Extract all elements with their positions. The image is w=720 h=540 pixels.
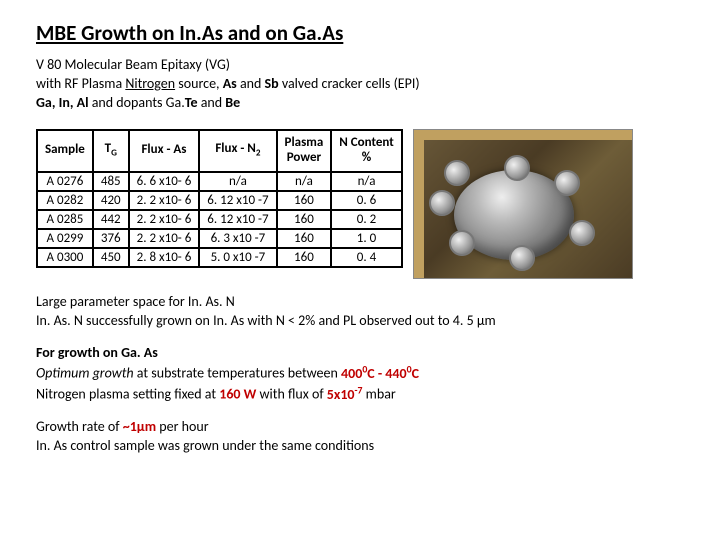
p2-flux: 5x10-7 — [327, 386, 363, 403]
table-cell: 0. 6 — [331, 191, 401, 210]
table-cell: 0. 4 — [331, 248, 401, 267]
port-icon — [509, 245, 535, 271]
table-cell: A 0285 — [37, 210, 93, 229]
p3-a1: Growth rate of — [36, 418, 123, 435]
intro-line2-e: and — [237, 75, 265, 92]
table-cell: 1. 0 — [331, 229, 401, 248]
port-icon — [554, 170, 580, 196]
th-flux-as: Flux - As — [129, 130, 200, 172]
table-cell: 160 — [277, 248, 332, 267]
table-cell: 160 — [277, 191, 332, 210]
intro-line1: V 80 Molecular Beam Epitaxy (VG) — [36, 56, 230, 73]
table-row: A 03004502. 8 x10- 65. 0 x10 -71600. 4 — [37, 248, 402, 267]
intro-line2-a: with RF Plasma — [36, 75, 125, 92]
table-header-row: Sample TG Flux - As Flux - N2 PlasmaPowe… — [37, 130, 402, 172]
table-row: A 02824202. 2 x10- 66. 12 x10 -71600. 6 — [37, 191, 402, 210]
table-row: A 02854422. 2 x10- 66. 12 x10 -71600. 2 — [37, 210, 402, 229]
table-cell: 6. 3 x10 -7 — [199, 229, 276, 248]
port-icon — [504, 155, 530, 181]
table-cell: 6. 12 x10 -7 — [199, 210, 276, 229]
paragraph-1: Large parameter space for In. As. N In. … — [36, 293, 690, 331]
table-cell: 160 — [277, 229, 332, 248]
table-cell: 485 — [93, 172, 129, 191]
p2-optimum: Optimum growth — [36, 365, 134, 382]
port-icon — [444, 160, 470, 186]
table-cell: 2. 2 x10- 6 — [129, 191, 200, 210]
intro-ga-in-al: Ga, In, Al — [36, 94, 89, 111]
table-cell: 2. 2 x10- 6 — [129, 210, 200, 229]
table-cell: 5. 0 x10 -7 — [199, 248, 276, 267]
table-cell: 2. 2 x10- 6 — [129, 229, 200, 248]
table-row: A 02764856. 6 x10- 6n/an/an/a — [37, 172, 402, 191]
table-image-row: Sample TG Flux - As Flux - N2 PlasmaPowe… — [36, 129, 690, 279]
port-icon — [449, 230, 475, 256]
p2-b2: at substrate temperatures between — [134, 365, 341, 382]
table-cell: n/a — [199, 172, 276, 191]
table-cell: 6. 6 x10- 6 — [129, 172, 200, 191]
th-tg: TG — [93, 130, 129, 172]
p2-c1: Nitrogen plasma setting fixed at — [36, 386, 219, 403]
intro-nitrogen: Nitrogen — [125, 75, 175, 92]
intro-te: Te — [185, 94, 198, 111]
p2-heading: For growth on Ga. As — [36, 344, 158, 361]
th-plasma: PlasmaPower — [277, 130, 332, 172]
p3-b: In. As control sample was grown under th… — [36, 437, 374, 454]
intro-line2-c: source, — [175, 75, 223, 92]
intro-be: Be — [225, 94, 240, 111]
table-cell: A 0299 — [37, 229, 93, 248]
p2-c5: mbar — [363, 386, 396, 403]
table-cell: 376 — [93, 229, 129, 248]
p2-temp-range: 4000C - 4400C — [341, 365, 419, 382]
table-cell: 450 — [93, 248, 129, 267]
p1-line1: Large parameter space for In. As. N — [36, 293, 235, 310]
port-icon — [569, 220, 595, 246]
table-cell: A 0282 — [37, 191, 93, 210]
p2-c3: with flux of — [256, 386, 326, 403]
table-cell: 442 — [93, 210, 129, 229]
table-cell: 160 — [277, 210, 332, 229]
p1-line2: In. As. N successfully grown on In. As w… — [36, 312, 496, 329]
paragraph-2: For growth on Ga. As Optimum growth at s… — [36, 344, 690, 404]
intro-line3-b: and dopants Ga. — [89, 94, 185, 111]
table-cell: 420 — [93, 191, 129, 210]
intro-line3-d: and — [198, 94, 226, 111]
intro-as: As — [223, 75, 237, 92]
table-row: A 02993762. 2 x10- 66. 3 x10 -71601. 0 — [37, 229, 402, 248]
p2-power: 160 W — [219, 386, 256, 403]
intro-text: V 80 Molecular Beam Epitaxy (VG) with RF… — [36, 56, 690, 113]
p3-a3: per hour — [156, 418, 209, 435]
intro-line2-g: valved cracker cells (EPI) — [279, 75, 420, 92]
table-cell: n/a — [331, 172, 401, 191]
table-cell: A 0300 — [37, 248, 93, 267]
p3-rate: ~1μm — [123, 418, 156, 435]
table-cell: 2. 8 x10- 6 — [129, 248, 200, 267]
th-sample: Sample — [37, 130, 93, 172]
table-cell: 6. 12 x10 -7 — [199, 191, 276, 210]
table-cell: 0. 2 — [331, 210, 401, 229]
data-table: Sample TG Flux - As Flux - N2 PlasmaPowe… — [36, 129, 403, 268]
intro-sb: Sb — [265, 75, 279, 92]
page-title: MBE Growth on In.As and on Ga.As — [36, 20, 690, 46]
table-cell: A 0276 — [37, 172, 93, 191]
th-flux-n2: Flux - N2 — [199, 130, 276, 172]
port-icon — [429, 190, 455, 216]
table-cell: n/a — [277, 172, 332, 191]
equipment-photo — [413, 129, 633, 279]
paragraph-3: Growth rate of ~1μm per hour In. As cont… — [36, 418, 690, 456]
th-ncontent: N Content% — [331, 130, 401, 172]
